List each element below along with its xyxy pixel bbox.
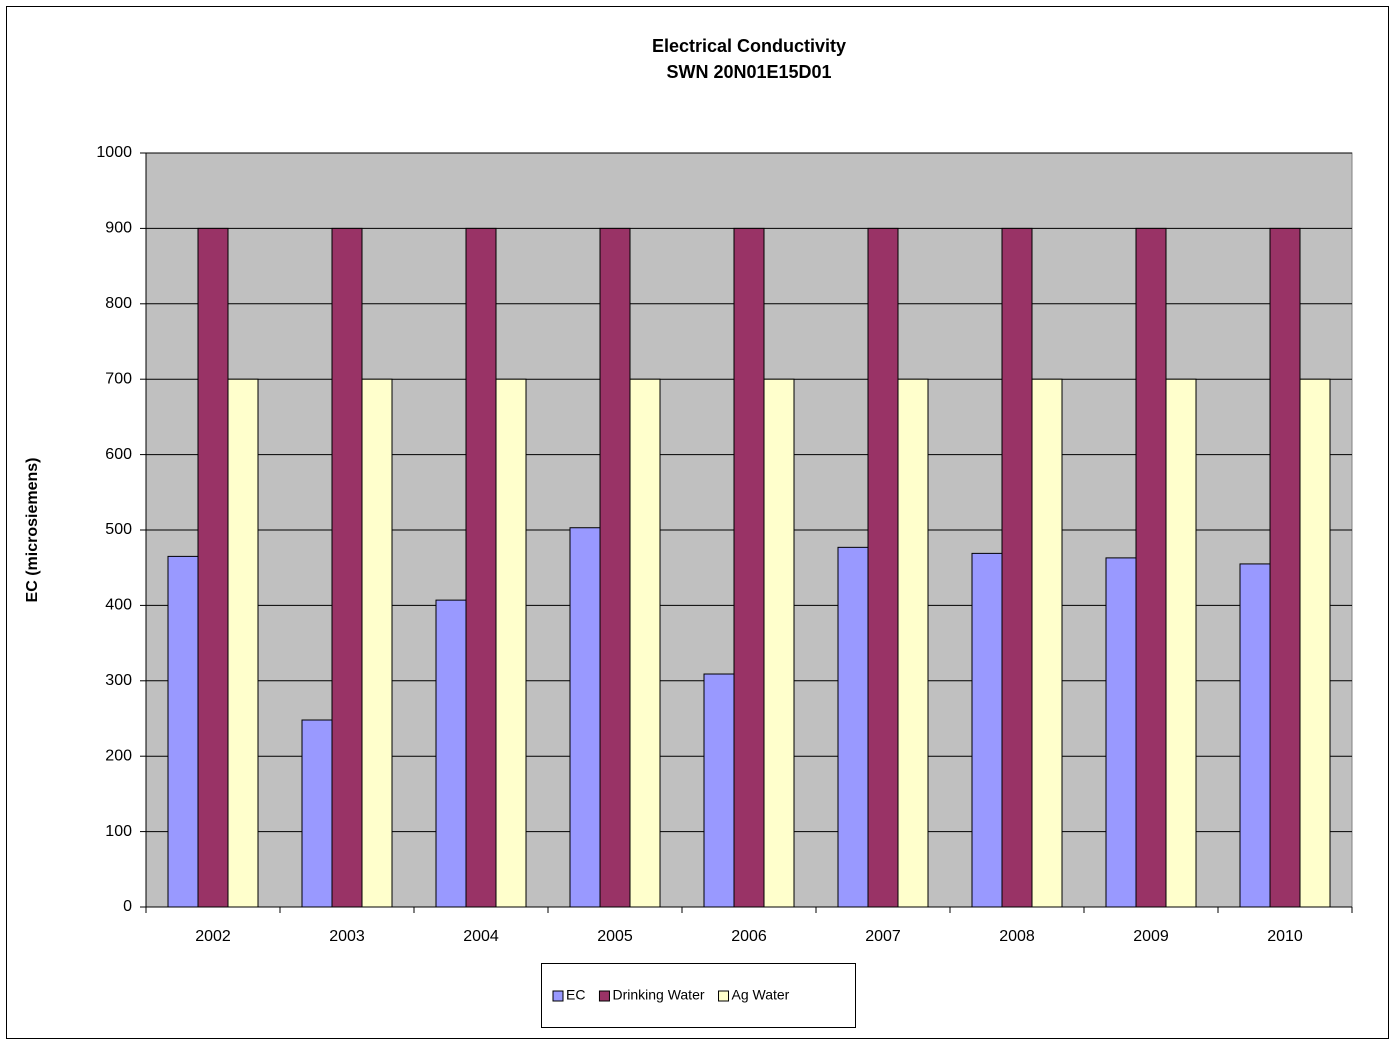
bar [361,378,393,908]
bar [435,599,467,908]
bar [629,378,661,908]
legend-label: Drinking Water [612,987,704,1003]
bar [837,546,869,908]
bar [1269,227,1301,908]
y-tick-label: 100 [105,823,132,840]
x-tick-label: 2004 [463,928,499,945]
chart-title: Electrical Conductivity [652,36,846,56]
bar [167,555,199,908]
bar [1105,557,1137,908]
y-axis-label: EC (microsiemens) [24,458,41,603]
y-tick-label: 400 [105,597,132,614]
bar [763,378,795,908]
bar [599,227,631,908]
y-tick-label: 200 [105,747,132,764]
chart-subtitle: SWN 20N01E15D01 [666,62,831,82]
y-tick-label: 1000 [96,144,132,161]
y-tick-label: 800 [105,295,132,312]
legend-label: Ag Water [732,987,790,1003]
x-tick-label: 2008 [999,928,1035,945]
bar [867,227,899,908]
bar [227,378,259,908]
x-tick-label: 2009 [1133,928,1169,945]
y-tick-label: 900 [105,220,132,237]
bar [703,673,735,908]
bar [465,227,497,908]
y-tick-label: 500 [105,521,132,538]
x-tick-label: 2003 [329,928,365,945]
x-tick-label: 2010 [1267,928,1303,945]
bar [569,527,601,908]
legend-swatch [552,990,564,1002]
bar [1031,378,1063,908]
legend-swatch [718,990,730,1002]
legend-swatch [598,990,610,1002]
bar [301,719,333,908]
bar [1165,378,1197,908]
x-tick-label: 2002 [195,928,231,945]
bar [1239,563,1271,908]
legend: EC Drinking Water Ag Water [541,963,856,1028]
bar [331,227,363,908]
bar [495,378,527,908]
y-tick-label: 300 [105,672,132,689]
x-tick-label: 2006 [731,928,767,945]
bar [1001,227,1033,908]
y-tick-label: 0 [123,898,132,915]
bar [197,227,229,908]
bar [733,227,765,908]
bar [1299,378,1331,908]
bar [971,552,1003,908]
y-tick-label: 700 [105,370,132,387]
x-tick-label: 2007 [865,928,901,945]
bar [1135,227,1167,908]
legend-label: EC [566,987,585,1003]
legend-box [541,963,856,1028]
bar [897,378,929,908]
y-tick-label: 600 [105,446,132,463]
x-tick-label: 2005 [597,928,633,945]
